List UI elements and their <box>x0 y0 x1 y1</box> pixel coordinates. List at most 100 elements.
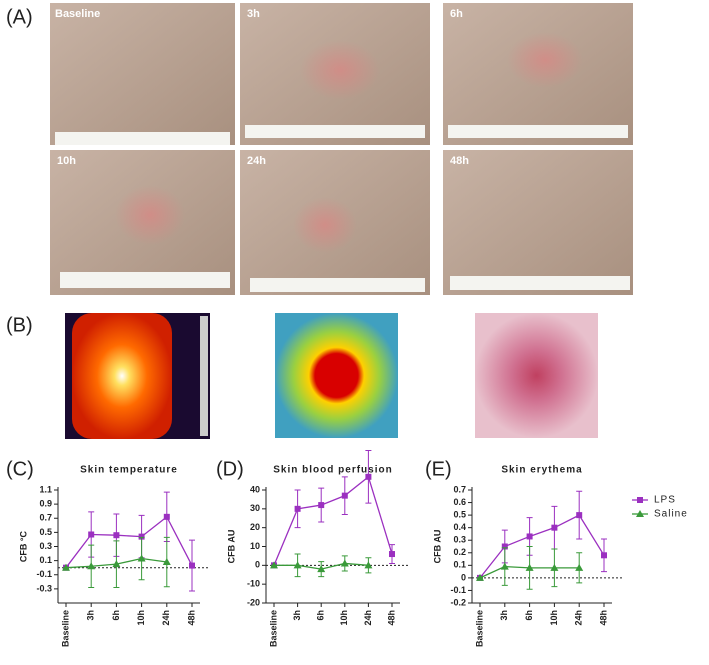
y-tick-label: 0.7 <box>453 484 466 494</box>
ruler <box>250 278 425 292</box>
x-tick-label: 6h <box>524 610 534 621</box>
erythema-image <box>475 313 598 438</box>
x-tick-label: 3h <box>292 610 302 621</box>
marker <box>162 558 171 566</box>
photo-label: Baseline <box>55 8 100 20</box>
panel-label: (B) <box>6 314 33 336</box>
marker <box>318 502 325 509</box>
x-tick-label: 10h <box>136 610 146 626</box>
marker <box>87 562 96 570</box>
marker <box>601 552 607 559</box>
marker <box>500 562 509 570</box>
marker <box>62 563 70 571</box>
x-tick-label: 10h <box>339 610 349 626</box>
chart-title: Skin temperature <box>80 465 178 476</box>
x-tick-label: Baseline <box>474 610 484 647</box>
marker <box>138 533 145 540</box>
ruler <box>60 272 230 288</box>
x-tick-label: 48h <box>186 610 196 626</box>
marker <box>551 524 558 531</box>
y-tick-label: 0.1 <box>39 555 52 565</box>
y-tick-label: 0.9 <box>39 499 52 509</box>
ruler <box>450 276 630 290</box>
photo-label: 48h <box>450 155 469 167</box>
series-line <box>273 475 393 566</box>
marker <box>576 512 583 519</box>
y-tick-label: -20 <box>247 597 260 607</box>
marker <box>113 532 120 539</box>
y-tick-label: 0.4 <box>453 522 466 532</box>
marker <box>550 563 559 571</box>
legend-label: Saline <box>654 509 688 520</box>
photo-spot <box>507 32 583 88</box>
marker <box>189 562 195 569</box>
panel-label: (C) <box>6 458 34 480</box>
ruler <box>55 132 230 145</box>
panel-label: (A) <box>6 6 33 28</box>
y-tick-label: 0.3 <box>39 541 52 551</box>
x-tick-label: 10h <box>549 610 559 626</box>
photo-spot <box>300 40 380 100</box>
panel-label: (D) <box>216 458 244 480</box>
photo-grid <box>50 3 633 295</box>
marker <box>293 561 302 569</box>
y-tick-label: -0.1 <box>36 569 52 579</box>
x-tick-label: 24h <box>363 610 373 626</box>
y-tick-label: 0.6 <box>453 497 466 507</box>
marker <box>389 551 395 558</box>
photo <box>443 150 633 295</box>
x-tick-label: 3h <box>86 610 96 621</box>
y-tick-label: 0.5 <box>453 509 466 519</box>
ruler <box>448 125 628 138</box>
y-tick-label: 40 <box>250 484 260 494</box>
photo-label: 10h <box>57 155 76 167</box>
marker <box>364 561 373 569</box>
photo-label: 24h <box>247 155 266 167</box>
x-tick-label: Baseline <box>268 610 278 647</box>
y-tick-label: 0 <box>461 572 466 582</box>
y-tick-label: 0.2 <box>453 547 466 557</box>
y-axis-label: CFB AU <box>432 530 442 564</box>
x-tick-label: 3h <box>499 610 509 621</box>
x-tick-label: 48h <box>598 610 608 626</box>
x-tick-label: 6h <box>316 610 326 621</box>
marker <box>575 563 584 571</box>
marker <box>112 560 121 568</box>
marker <box>163 513 170 520</box>
y-axis-label: CFB AU <box>226 530 236 564</box>
photo-spot <box>293 197 357 253</box>
y-tick-label: -0.1 <box>450 585 466 595</box>
marker <box>88 531 95 538</box>
photo-label: 6h <box>450 8 463 20</box>
y-tick-label: 0 <box>255 560 260 570</box>
perfusion-image <box>275 313 398 438</box>
photo <box>50 3 235 145</box>
chart-title: Skin blood perfusion <box>273 465 392 476</box>
x-tick-label: 24h <box>574 610 584 626</box>
legend-marker <box>637 497 643 503</box>
y-tick-label: 0.1 <box>453 560 466 570</box>
y-tick-label: 1.1 <box>39 484 52 494</box>
panel-label: (E) <box>425 458 452 480</box>
x-tick-label: Baseline <box>60 610 70 647</box>
y-axis-label: CFB °C <box>18 530 28 562</box>
marker <box>340 559 349 567</box>
marker <box>501 543 508 550</box>
y-tick-label: -0.2 <box>450 597 466 607</box>
y-tick-label: 30 <box>250 503 260 513</box>
marker <box>137 554 146 562</box>
y-tick-label: 10 <box>250 541 260 551</box>
y-tick-label: 20 <box>250 522 260 532</box>
thermal-arm <box>72 313 172 439</box>
y-tick-label: 0.3 <box>453 535 466 545</box>
thermal-scale <box>200 316 208 436</box>
marker <box>525 563 534 571</box>
legend-label: LPS <box>654 495 676 506</box>
marker <box>270 561 278 569</box>
ruler <box>245 125 425 138</box>
photo-spot <box>115 185 185 245</box>
photo-label: 3h <box>247 8 260 20</box>
y-tick-label: -10 <box>247 579 260 589</box>
y-tick-label: -0.3 <box>36 583 52 593</box>
